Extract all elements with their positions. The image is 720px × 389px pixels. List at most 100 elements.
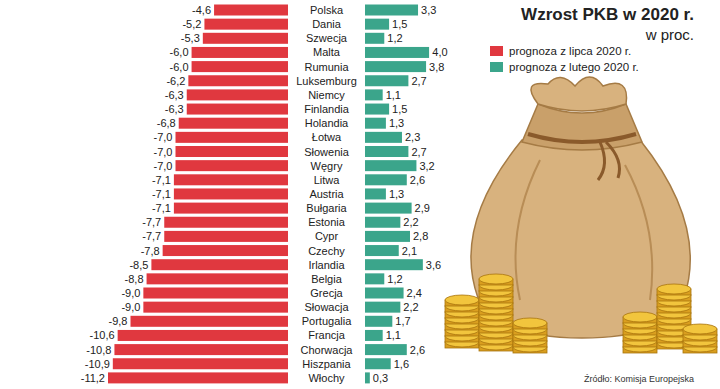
data-label: 2,7 — [411, 75, 426, 87]
chart: -4,6-5,2-5,3-6,0-6,0-6,2-6,3-6,3-6,8-7,0… — [0, 0, 720, 389]
category-label: Słowenia — [304, 146, 350, 158]
data-label: -4,6 — [192, 4, 211, 16]
category-label: Szwecja — [306, 32, 348, 44]
labels: -4,6-5,2-5,3-6,0-6,0-6,2-6,3-6,3-6,8-7,0… — [81, 4, 448, 384]
data-label: -10,6 — [90, 329, 115, 341]
bar — [365, 118, 386, 129]
bar — [163, 245, 288, 256]
category-label: Estonia — [308, 216, 346, 228]
data-label: -7,1 — [152, 174, 171, 186]
data-label: -7,7 — [142, 216, 161, 228]
bag-fold — [625, 165, 652, 300]
category-label: Bułgaria — [306, 202, 347, 214]
category-label: Belgia — [311, 273, 342, 285]
bar — [131, 316, 289, 327]
bar — [118, 330, 288, 341]
category-label: Holandia — [305, 117, 349, 129]
data-label: -6,8 — [157, 117, 176, 129]
bar — [164, 217, 288, 228]
data-label: 1,1 — [386, 329, 401, 341]
category-label: Dania — [312, 18, 342, 30]
data-label: 2,2 — [403, 216, 418, 228]
bar — [365, 330, 383, 341]
category-label: Litwa — [314, 174, 341, 186]
bar — [204, 19, 288, 30]
bar — [365, 188, 386, 199]
bar — [365, 372, 370, 383]
data-label: 1,2 — [387, 273, 402, 285]
bar — [114, 344, 288, 355]
legend-label: prognoza z lutego 2020 r. — [509, 61, 639, 73]
bar — [214, 5, 288, 16]
bar — [365, 245, 399, 256]
data-label: 1,2 — [387, 32, 402, 44]
data-label: 3,8 — [429, 61, 444, 73]
bar — [365, 146, 408, 157]
category-label: Francja — [308, 329, 346, 341]
bag-body — [471, 140, 690, 338]
data-label: -6,3 — [165, 89, 184, 101]
decoration — [445, 77, 717, 353]
bar — [365, 47, 429, 58]
category-label: Rumunia — [304, 61, 349, 73]
legend-swatch — [490, 62, 503, 72]
bar — [365, 203, 412, 214]
data-label: -9,0 — [121, 301, 140, 313]
bars — [108, 5, 429, 384]
bar — [174, 174, 288, 185]
data-label: 1,5 — [392, 18, 407, 30]
data-label: 2,2 — [403, 301, 418, 313]
bar — [192, 61, 288, 72]
bar — [188, 75, 288, 86]
data-label: 3,2 — [419, 160, 434, 172]
category-label: Hiszpania — [302, 358, 351, 370]
bar — [365, 288, 404, 299]
bar — [187, 104, 288, 115]
bar — [365, 344, 407, 355]
data-label: -7,0 — [154, 146, 173, 158]
coin — [479, 274, 513, 284]
category-label: Łotwa — [312, 131, 342, 143]
data-label: -11,2 — [81, 372, 105, 384]
bar — [365, 316, 392, 327]
bar — [365, 231, 410, 242]
coin — [513, 318, 547, 328]
coin — [445, 295, 479, 305]
category-label: Czechy — [308, 245, 345, 257]
data-label: -8,8 — [125, 273, 144, 285]
data-label: 1,3 — [389, 188, 404, 200]
data-label: 2,1 — [402, 245, 417, 257]
bar — [174, 188, 288, 199]
bag-rope — [598, 142, 620, 180]
data-label: 3,3 — [421, 4, 436, 16]
data-label: -6,3 — [165, 103, 184, 115]
bar — [365, 89, 383, 100]
data-label: 3,6 — [426, 259, 441, 271]
data-label: 2,9 — [415, 202, 430, 214]
category-label: Słowacja — [304, 301, 349, 313]
bar — [365, 358, 391, 369]
category-label: Finlandia — [304, 103, 350, 115]
data-label: -10,8 — [86, 344, 111, 356]
category-label: Portugalia — [302, 315, 352, 327]
bar — [365, 302, 400, 313]
bar — [174, 203, 288, 214]
category-label: Niemcy — [308, 89, 345, 101]
category-label: Malta — [313, 46, 341, 58]
data-label: 1,7 — [395, 315, 410, 327]
data-label: -7,7 — [142, 230, 161, 242]
category-label: Grecja — [310, 287, 343, 299]
bar — [365, 61, 426, 72]
bar — [164, 231, 288, 242]
data-label: 1,3 — [389, 117, 404, 129]
coin — [683, 324, 717, 334]
category-label: Austria — [309, 188, 344, 200]
bar — [108, 372, 288, 383]
category-label: Włochy — [308, 372, 345, 384]
data-label: -7,8 — [141, 245, 160, 257]
category-label: Węgry — [311, 160, 343, 172]
coin — [657, 284, 691, 294]
category-label: Polska — [310, 4, 344, 16]
bar — [365, 33, 384, 44]
bar — [176, 146, 289, 157]
